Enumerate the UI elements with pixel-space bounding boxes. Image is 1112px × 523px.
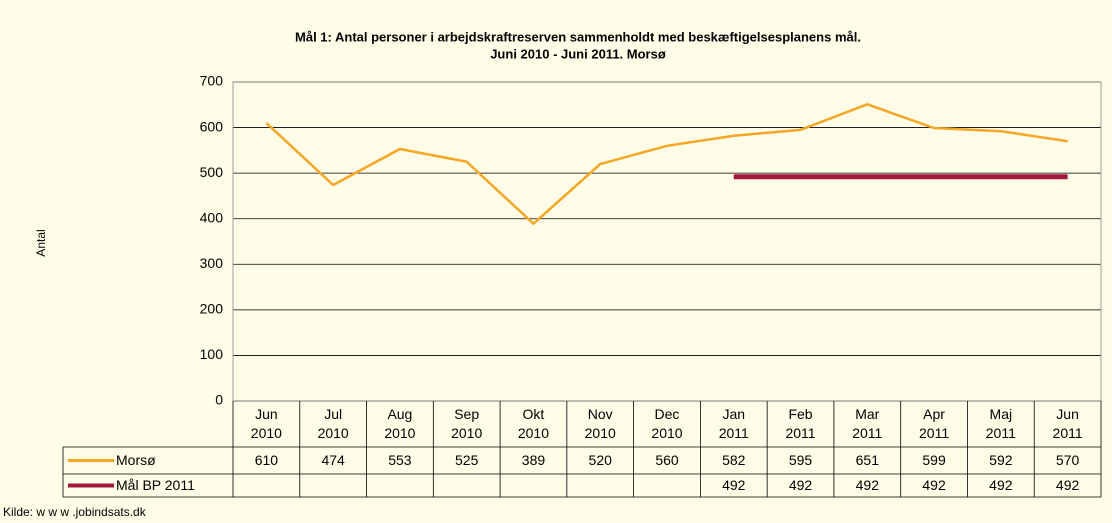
x-tick-text: Jun 2010 [250,406,282,441]
x-tick-text: Sep 2010 [451,406,483,441]
x-tick-label: Jun 2010 [233,403,300,445]
table-value: 610 [255,452,279,468]
table-value: 651 [856,452,880,468]
x-tick-text: Nov 2010 [584,406,616,441]
x-tick-text: Jan 2011 [718,406,749,441]
table-value: 595 [789,452,813,468]
x-tick-label: Jan 2011 [700,403,767,445]
x-tick-label: Jun 2011 [1034,403,1101,445]
x-tick-text: Apr 2011 [919,406,950,441]
series-line [265,103,1068,225]
x-tick-label: Okt 2010 [500,403,567,445]
chart-title: Mål 1: Antal personer i arbejdskraftrese… [295,29,861,44]
table-value: 599 [922,452,946,468]
x-tick-label: Nov 2010 [567,403,634,445]
table-value: 492 [789,477,813,493]
table-value: 492 [722,477,746,493]
y-axis-label: Antal [34,229,48,256]
x-tick-text: Jun 2011 [1052,406,1083,441]
x-tick-label: Dec 2010 [634,403,701,445]
table-value: 553 [388,452,412,468]
legend-label: Morsø [116,452,156,468]
source: Kilde: w w w .jobindsats.dk [3,505,147,519]
table-value: 492 [922,477,946,493]
table-value: 582 [722,452,746,468]
x-tick-label: Sep 2010 [433,403,500,445]
table-value: 525 [455,452,479,468]
table-value: 492 [1056,477,1080,493]
table-value: 592 [989,452,1013,468]
table-value: 474 [321,452,345,468]
table-value: 570 [1056,452,1080,468]
y-tick-label: 400 [200,209,224,225]
x-tick-text: Okt 2010 [517,406,550,441]
plot-border [232,81,1102,402]
y-tick-label: 0 [215,392,223,408]
x-tick-label: Feb 2011 [767,403,834,445]
x-tick-text: Aug 2010 [384,406,416,441]
x-tick-text: Dec 2010 [651,406,683,441]
x-tick-label: Aug 2010 [367,403,434,445]
x-tick-text: Jul 2010 [317,406,349,441]
y-tick-label: 100 [200,346,224,362]
table-value: 520 [589,452,613,468]
table-value: 492 [856,477,880,493]
x-tick-label: Jul 2010 [300,403,367,445]
legend-label: Mål BP 2011 [116,477,195,493]
y-tick-label: 600 [200,118,224,134]
x-tick-text: Mar 2011 [852,406,883,441]
table-value: 389 [522,452,546,468]
x-tick-label: Apr 2011 [901,403,968,445]
x-tick-label: Mar 2011 [834,403,901,445]
x-tick-text: Maj 2011 [985,406,1016,441]
y-tick-label: 700 [200,73,224,89]
table-value: 560 [655,452,679,468]
x-tick-text: Feb 2011 [785,406,816,441]
x-tick-label: Maj 2011 [967,403,1034,445]
y-tick-label: 200 [200,301,224,317]
y-tick-label: 500 [200,164,224,180]
chart-subtitle: Juni 2010 - Juni 2011. Morsø [490,46,666,61]
y-tick-label: 300 [200,255,224,271]
table-value: 492 [989,477,1013,493]
